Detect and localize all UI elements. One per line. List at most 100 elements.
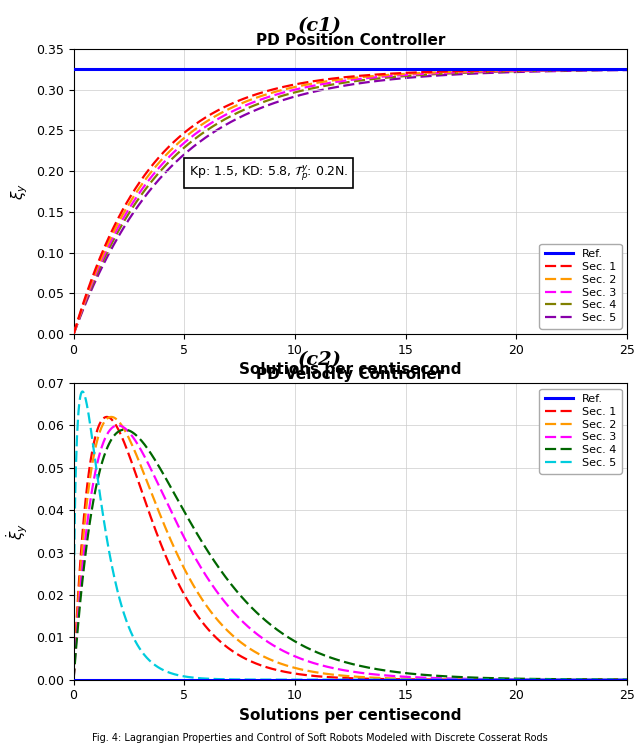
- Y-axis label: $\xi_y$: $\xi_y$: [10, 183, 30, 200]
- Sec. 1: [70, 330, 77, 339]
- Sec. 5: [79, 387, 86, 396]
- Sec. 5: [502, 68, 509, 77]
- Sec. 1: [502, 675, 509, 684]
- Sec. 2: [108, 412, 115, 421]
- Line: Sec. 1: Sec. 1: [74, 417, 627, 680]
- Sec. 3: [314, 660, 322, 669]
- Sec. 1: [294, 80, 301, 89]
- Line: Sec. 4: Sec. 4: [74, 70, 627, 334]
- Sec. 5: [70, 675, 77, 684]
- Sec. 5: [450, 70, 458, 79]
- Ref.: [511, 675, 519, 684]
- Sec. 2: [294, 664, 302, 673]
- Sec. 2: [70, 675, 77, 684]
- Sec. 3: [512, 675, 520, 684]
- Line: Sec. 3: Sec. 3: [74, 70, 627, 334]
- Sec. 5: [294, 675, 302, 684]
- X-axis label: Solutions per centisecond: Solutions per centisecond: [239, 708, 461, 723]
- Line: Sec. 5: Sec. 5: [74, 391, 627, 680]
- Ref.: [623, 675, 631, 684]
- Sec. 1: [314, 76, 321, 85]
- Sec. 2: [451, 675, 458, 684]
- Text: (c1): (c1): [298, 17, 342, 35]
- Sec. 2: [502, 66, 509, 75]
- Sec. 4: [126, 207, 134, 216]
- Sec. 2: [512, 675, 520, 684]
- Sec. 3: [502, 67, 509, 76]
- Sec. 4: [70, 330, 77, 339]
- Sec. 5: [623, 675, 631, 684]
- Sec. 1: [314, 672, 322, 681]
- Sec. 4: [511, 67, 519, 76]
- Sec. 4: [314, 83, 321, 92]
- Ref.: [294, 675, 301, 684]
- Sec. 5: [511, 68, 519, 77]
- Sec. 2: [294, 82, 301, 91]
- Sec. 1: [127, 455, 134, 464]
- Sec. 4: [294, 638, 302, 647]
- Sec. 2: [623, 65, 631, 74]
- Sec. 1: [623, 675, 631, 684]
- Sec. 3: [114, 421, 122, 430]
- Sec. 3: [127, 430, 134, 439]
- Sec. 3: [294, 85, 301, 94]
- Sec. 3: [451, 674, 458, 683]
- Ref.: [502, 675, 509, 684]
- Sec. 5: [502, 675, 509, 684]
- Sec. 5: [623, 65, 631, 74]
- Sec. 4: [450, 69, 458, 78]
- Ref.: [450, 65, 458, 74]
- Y-axis label: $\dot{\xi}_y$: $\dot{\xi}_y$: [4, 523, 30, 540]
- Sec. 3: [294, 653, 302, 662]
- Title: PD Velocity Controller: PD Velocity Controller: [256, 366, 445, 382]
- Sec. 5: [294, 92, 301, 101]
- Sec. 4: [314, 648, 322, 657]
- Sec. 5: [126, 213, 134, 222]
- Sec. 3: [623, 675, 631, 684]
- Line: Sec. 3: Sec. 3: [74, 425, 627, 680]
- Sec. 1: [450, 67, 458, 76]
- Text: Kp: 1.5, KD: 5.8, $\mathcal{T}_p^y$: 0.2N.: Kp: 1.5, KD: 5.8, $\mathcal{T}_p^y$: 0.2…: [189, 163, 348, 182]
- Sec. 5: [314, 86, 321, 95]
- Sec. 4: [294, 87, 301, 96]
- Sec. 2: [511, 66, 519, 75]
- Sec. 5: [451, 675, 458, 684]
- Sec. 1: [294, 670, 302, 679]
- Sec. 5: [70, 330, 77, 339]
- Line: Sec. 5: Sec. 5: [74, 70, 627, 334]
- Sec. 3: [502, 674, 509, 683]
- Sec. 4: [502, 674, 509, 683]
- Ref.: [70, 65, 77, 74]
- Sec. 3: [70, 330, 77, 339]
- Sec. 4: [451, 672, 458, 681]
- Line: Sec. 1: Sec. 1: [74, 69, 627, 334]
- Title: PD Position Controller: PD Position Controller: [256, 32, 445, 47]
- Line: Sec. 2: Sec. 2: [74, 70, 627, 334]
- Sec. 4: [623, 675, 631, 684]
- Sec. 3: [450, 68, 458, 77]
- Sec. 5: [314, 675, 322, 684]
- Sec. 3: [70, 675, 77, 684]
- Sec. 4: [623, 65, 631, 74]
- Ref.: [623, 65, 631, 74]
- Sec. 2: [126, 198, 134, 207]
- Ref.: [502, 65, 509, 74]
- Legend: Ref., Sec. 1, Sec. 2, Sec. 3, Sec. 4, Sec. 5: Ref., Sec. 1, Sec. 2, Sec. 3, Sec. 4, Se…: [540, 243, 621, 329]
- Sec. 4: [121, 425, 129, 434]
- Line: Sec. 4: Sec. 4: [74, 430, 627, 680]
- Ref.: [450, 675, 458, 684]
- Sec. 1: [451, 675, 458, 684]
- Sec. 1: [512, 675, 520, 684]
- Ref.: [126, 675, 134, 684]
- Sec. 1: [623, 65, 631, 74]
- Sec. 3: [314, 80, 321, 89]
- X-axis label: Solutions per centisecond: Solutions per centisecond: [239, 363, 461, 378]
- Ref.: [511, 65, 519, 74]
- Ref.: [314, 675, 321, 684]
- Sec. 2: [70, 330, 77, 339]
- Sec. 3: [511, 66, 519, 75]
- Ref.: [70, 675, 77, 684]
- Sec. 2: [450, 68, 458, 77]
- Sec. 2: [314, 78, 321, 87]
- Sec. 1: [502, 65, 509, 74]
